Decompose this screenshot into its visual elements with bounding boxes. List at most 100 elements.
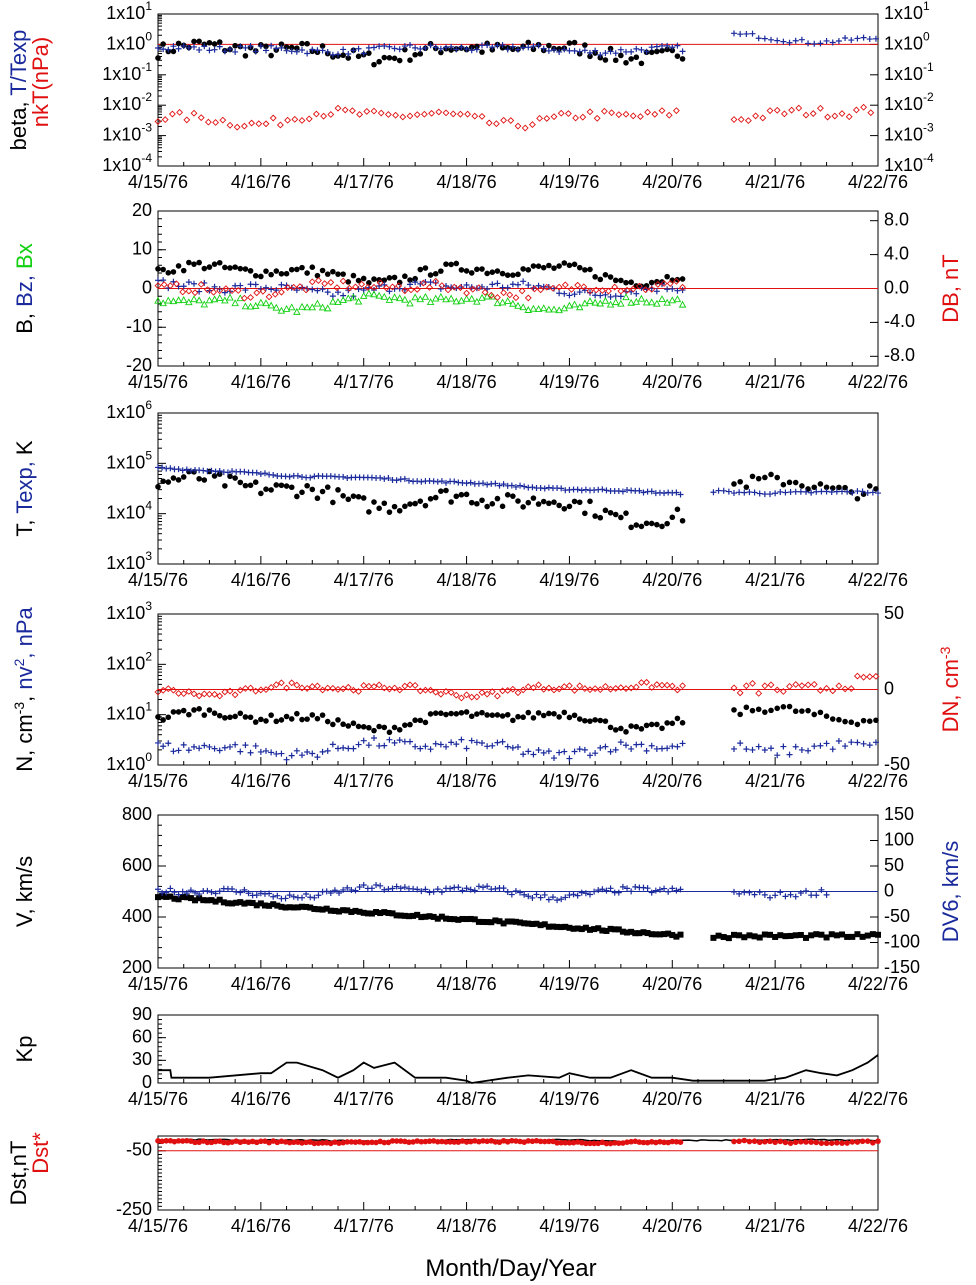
beta-point-blue: [185, 44, 192, 51]
density-point-blue: [175, 747, 182, 754]
bfield-point-black: [319, 267, 326, 274]
bfield-point-red: [240, 294, 248, 302]
beta-point-blue: [473, 46, 480, 53]
beta-point-red: [320, 112, 328, 120]
velocity-point-blue: [787, 891, 794, 898]
dst-point-red: [389, 1138, 396, 1144]
density-point-black: [304, 716, 310, 722]
beta-point-blue: [743, 30, 750, 37]
bfield-point-black: [628, 279, 634, 286]
temp-point-blue: [208, 467, 215, 474]
density-point-black: [854, 721, 861, 728]
bfield-point-red: [586, 287, 594, 295]
kp-ylabel: Kp: [12, 1036, 37, 1063]
beta-point-blue: [617, 46, 624, 53]
velocity-point-blue: [756, 889, 763, 896]
velocity-point-black: [720, 934, 727, 941]
bfield-point-blue: [396, 285, 403, 292]
dst-point-red: [484, 1138, 490, 1145]
density-point-blue: [674, 743, 681, 750]
velocity-point-black: [270, 901, 277, 908]
bfield-point-blue: [242, 287, 249, 294]
dst-point-red: [859, 1138, 866, 1145]
temp-point-blue: [677, 491, 684, 498]
temp-point-black: [799, 483, 805, 489]
temp-point-black: [252, 479, 259, 485]
beta-point-blue: [175, 45, 182, 52]
panels: 4/15/76 4/16/76 4/17/76 4/18/76 4/19/76 4/20/…: [6, 0, 963, 1236]
density-point-black: [201, 712, 208, 718]
beta-point-red: [759, 114, 767, 122]
beta-point-blue: [798, 36, 805, 43]
temp-point-black: [582, 510, 588, 517]
temp-point-black: [355, 493, 362, 500]
beta-point-blue: [412, 44, 419, 51]
temp-point-black: [499, 503, 506, 510]
density-point-blue: [617, 739, 624, 746]
density-date-label: 4/16/76: [231, 771, 291, 791]
density-point-red: [565, 682, 573, 690]
velocity-ytick-label: 800: [122, 804, 152, 824]
dst-point-red: [529, 1138, 536, 1145]
dst-point-red: [628, 1138, 634, 1145]
density-point-blue: [628, 745, 635, 752]
bfield-point-red: [173, 280, 180, 288]
density-point-blue: [761, 747, 768, 754]
temp-point-blue: [179, 467, 186, 474]
beta-point-blue: [786, 39, 793, 46]
density-point-blue: [221, 744, 228, 751]
beta-point-blue: [309, 46, 316, 53]
bfield-point-black: [263, 268, 269, 274]
density-point-blue: [417, 745, 424, 752]
velocity-point-black: [751, 933, 758, 940]
bfield-point-black: [551, 265, 557, 271]
bfield-point-blue: [180, 283, 187, 290]
density-point-red: [360, 682, 368, 689]
bfield-point-blue: [561, 290, 568, 297]
bfield-point-red: [407, 286, 415, 294]
velocity-point-black: [677, 931, 684, 938]
density-point-red: [391, 684, 399, 692]
beta-point-red: [744, 117, 752, 125]
bfield-point-red: [543, 283, 551, 291]
beta-point-blue: [653, 43, 660, 50]
bfield-point-red: [450, 283, 458, 291]
velocity-point-black: [611, 926, 618, 933]
density-point-black: [438, 710, 444, 717]
density-point-red: [581, 685, 589, 693]
temp-point-black: [180, 474, 187, 480]
beta-point-red: [795, 104, 803, 112]
density-point-red: [324, 684, 332, 692]
beta-point-red: [492, 120, 500, 128]
velocity-point-black: [574, 925, 581, 932]
density-point-blue: [263, 747, 269, 754]
bfield-point-green: [524, 306, 533, 313]
temp-point-black: [823, 484, 830, 491]
velocity-point-blue: [455, 884, 462, 891]
density-point-blue: [499, 738, 506, 745]
velocity-point-blue: [492, 885, 499, 892]
temp-point-black: [525, 499, 532, 506]
beta-point-red: [428, 109, 436, 117]
velocity-point-black: [603, 927, 610, 934]
velocity-point-blue: [303, 891, 310, 898]
beta-point-black: [376, 58, 382, 65]
temp-point-black: [737, 478, 743, 485]
bfield-point-black: [206, 264, 213, 270]
beta-point-blue: [324, 48, 331, 55]
beta-point-blue: [761, 35, 768, 42]
temp-point-black: [774, 474, 780, 481]
bfield-point-green: [277, 306, 286, 314]
beta-point-black: [546, 42, 552, 49]
beta-point-red: [420, 110, 428, 118]
bfield-point-green: [195, 296, 203, 304]
bfield-point-black: [422, 265, 429, 271]
density-point-black: [407, 721, 413, 728]
density-point-red: [257, 686, 265, 694]
bfield-point-red: [654, 280, 662, 288]
density-point-black: [479, 709, 485, 716]
beta-point-blue: [468, 47, 475, 54]
dst-point-red: [541, 1138, 548, 1145]
temp-point-blue: [484, 481, 491, 488]
density-point-black: [396, 727, 403, 733]
